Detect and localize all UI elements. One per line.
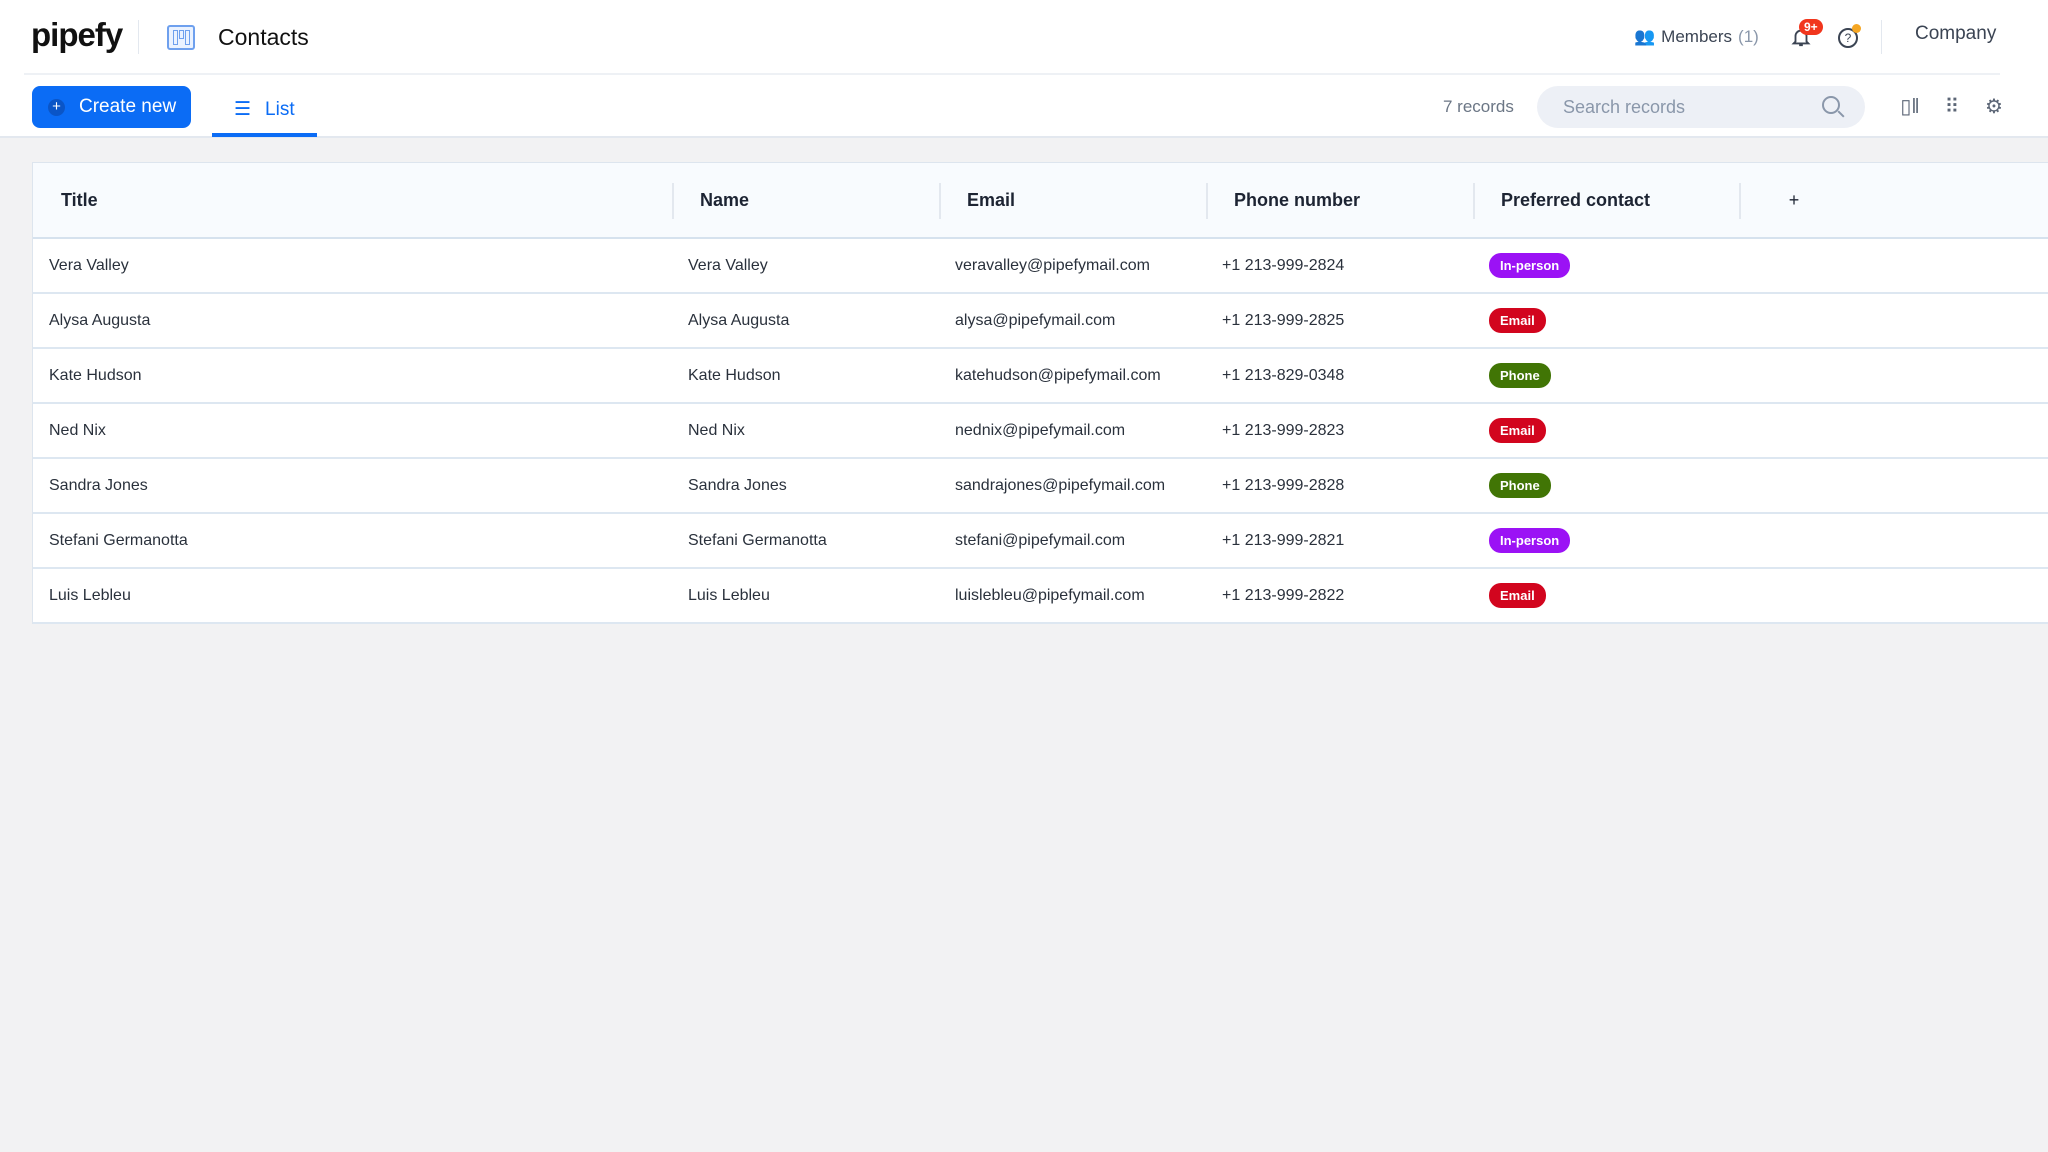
cell-preferred-contact: In-person (1473, 514, 1739, 567)
cell-name: Stefani Germanotta (688, 531, 827, 549)
table-row[interactable]: Stefani Germanotta Stefani Germanotta stef… (33, 514, 2048, 569)
cell-email: stefani@pipefymail.com (955, 531, 1126, 549)
app-header: pipefy Contacts 👥 Members (1) 9+ ? Compa… (0, 0, 2048, 73)
cell-phone: +1 213-999-2824 (1222, 256, 1345, 274)
cell-name: Vera Valley (688, 256, 768, 274)
cell-preferred-contact: Phone (1473, 349, 1739, 402)
column-header-title[interactable]: Title (61, 189, 98, 210)
table-header: Title Name Email Phone number Preferred … (33, 163, 2048, 239)
table-row[interactable]: Ned Nix Ned Nix nednix@pipefymail.com +1 21… (33, 404, 2048, 459)
add-column-button[interactable]: + (1739, 163, 1849, 237)
members-count: (1) (1738, 27, 1759, 46)
cell-email: veravalley@pipefymail.com (955, 256, 1150, 274)
page-title: Contacts (218, 24, 309, 50)
cell-email: alysa@pipefymail.com (955, 311, 1116, 329)
search-input[interactable] (1537, 86, 1865, 128)
column-header-preferred-contact[interactable]: Preferred contact (1473, 163, 1739, 237)
cell-email: nednix@pipefymail.com (955, 421, 1126, 439)
status-badge: In-person (1489, 528, 1571, 553)
cell-title: Alysa Augusta (49, 311, 151, 329)
cell-preferred-contact: Email (1473, 294, 1739, 347)
cell-preferred-contact: Email (1473, 404, 1739, 457)
company-menu[interactable]: Company (1915, 23, 1997, 44)
cell-title: Kate Hudson (49, 366, 142, 384)
cell-title: Ned Nix (49, 421, 106, 439)
cell-preferred-contact: Email (1473, 569, 1739, 622)
members-icon: 👥 (1634, 27, 1656, 46)
table-row[interactable]: Alysa Augusta Alysa Augusta alysa@pipefyma… (33, 294, 2048, 349)
cell-name: Ned Nix (688, 421, 745, 439)
divider (138, 20, 139, 54)
top-bar: pipefy Contacts 👥 Members (1) 9+ ? Compa… (0, 0, 2048, 138)
cell-phone: +1 213-999-2822 (1222, 586, 1345, 604)
gear-icon[interactable]: ⚙ (1985, 96, 2003, 118)
pipefy-logo[interactable]: pipefy (31, 16, 123, 53)
plus-icon: + (48, 98, 65, 116)
cell-phone: +1 213-829-0348 (1222, 366, 1345, 384)
records-count: 7 records (1443, 97, 1514, 116)
column-header-email[interactable]: Email (939, 163, 1206, 237)
cell-name: Alysa Augusta (688, 311, 790, 329)
cell-title: Sandra Jones (49, 476, 148, 494)
tab-list[interactable]: ☰ List (212, 86, 317, 137)
cell-preferred-contact: Phone (1473, 459, 1739, 512)
status-badge: Phone (1489, 363, 1551, 388)
help-indicator-dot (1852, 24, 1861, 33)
cell-title: Luis Lebleu (49, 586, 131, 604)
columns-icon[interactable]: ▯‖ (1900, 96, 1920, 118)
members-button[interactable]: 👥 Members (1) (1634, 27, 1759, 47)
search-icon[interactable] (1822, 96, 1840, 114)
create-new-button[interactable]: + Create new (32, 86, 191, 128)
status-badge: Email (1489, 418, 1546, 443)
cell-phone: +1 213-999-2821 (1222, 531, 1345, 549)
divider (24, 73, 2000, 75)
tab-list-label: List (265, 98, 295, 120)
column-header-name[interactable]: Name (672, 163, 939, 237)
cell-preferred-contact: In-person (1473, 239, 1739, 292)
cell-title: Stefani Germanotta (49, 531, 188, 549)
status-badge: Phone (1489, 473, 1551, 498)
column-header-phone[interactable]: Phone number (1206, 163, 1473, 237)
divider (1881, 20, 1882, 54)
table-row[interactable]: Kate Hudson Kate Hudson katehudson@pipefym… (33, 349, 2048, 404)
cell-email: luislebleu@pipefymail.com (955, 586, 1145, 604)
help-icon[interactable]: ? (1838, 28, 1858, 48)
records-table: Title Name Email Phone number Preferred … (32, 162, 2048, 624)
cell-email: sandrajones@pipefymail.com (955, 476, 1166, 494)
cell-phone: +1 213-999-2825 (1222, 311, 1345, 329)
create-new-label: Create new (79, 96, 177, 117)
kanban-board-icon (167, 25, 195, 50)
cell-email: katehudson@pipefymail.com (955, 366, 1161, 384)
status-badge: In-person (1489, 253, 1571, 278)
cell-name: Kate Hudson (688, 366, 781, 384)
list-icon: ☰ (234, 99, 252, 120)
table-row[interactable]: Sandra Jones Sandra Jones sandrajones@pipe… (33, 459, 2048, 514)
table-row[interactable]: Vera Valley Vera Valley veravalley@pipefym… (33, 239, 2048, 294)
status-badge: Email (1489, 308, 1546, 333)
cell-name: Sandra Jones (688, 476, 787, 494)
cell-name: Luis Lebleu (688, 586, 770, 604)
cell-title: Vera Valley (49, 256, 129, 274)
table-row[interactable]: Luis Lebleu Luis Lebleu luislebleu@pipefym… (33, 569, 2048, 624)
status-badge: Email (1489, 583, 1546, 608)
notifications-badge: 9+ (1799, 19, 1823, 35)
grid-dots-icon[interactable]: ⠿ (1944, 96, 1960, 118)
members-label: Members (1661, 27, 1733, 46)
cell-phone: +1 213-999-2823 (1222, 421, 1345, 439)
cell-phone: +1 213-999-2828 (1222, 476, 1345, 494)
